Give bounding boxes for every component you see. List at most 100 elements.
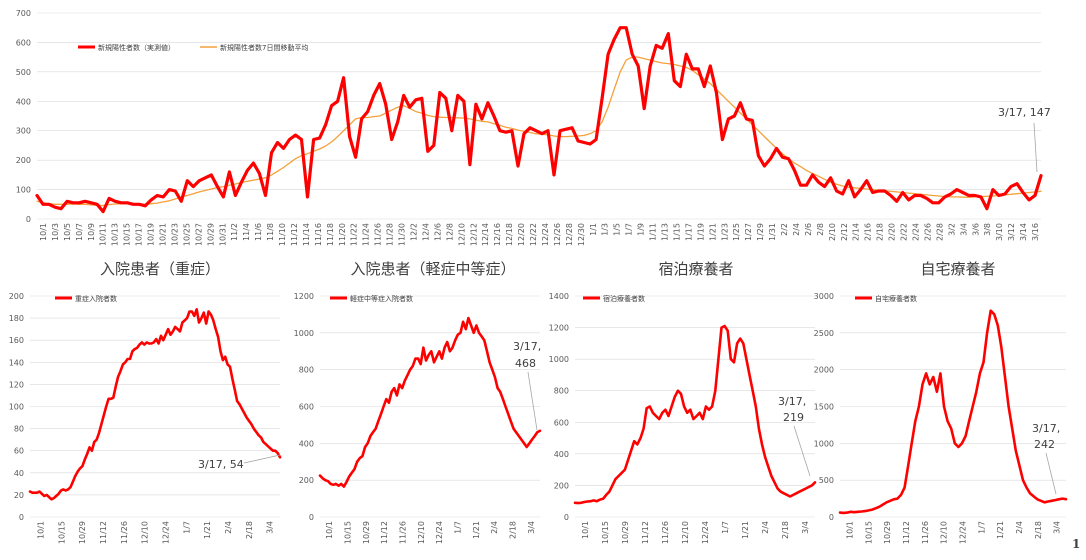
x-tick-label: 12/10 [681, 521, 690, 544]
x-tick-label: 12/14 [481, 223, 490, 246]
x-tick-label: 2/26 [923, 223, 932, 241]
hotel-annotation-value: 219 [783, 411, 804, 424]
gridlines [575, 295, 815, 518]
x-tick-label: 11/12 [380, 521, 389, 544]
x-tick-label: 1/19 [696, 223, 705, 241]
y-tick-label: 300 [16, 127, 31, 136]
gridlines [30, 295, 280, 518]
x-tick-label: 3/2 [947, 223, 956, 236]
y-tick-label: 1000 [814, 439, 834, 448]
x-tick-label: 11/4 [242, 223, 251, 241]
y-tick-label: 400 [16, 97, 31, 106]
y-tick-label: 200 [554, 481, 569, 490]
y-tick-label: 60 [14, 447, 24, 456]
x-tick-label: 10/3 [51, 223, 60, 241]
home-annotation-value: 242 [1034, 438, 1055, 451]
x-tick-label: 12/8 [445, 223, 454, 241]
x-tick-label: 12/10 [940, 521, 949, 544]
y-tick-label: 600 [554, 418, 569, 427]
x-tick-label: 11/18 [326, 223, 335, 246]
x-tick-label: 2/18 [245, 521, 254, 539]
x-tick-label: 1/7 [721, 521, 730, 534]
x-tick-label: 2/28 [935, 223, 944, 241]
x-tick-label: 1/7 [625, 223, 634, 236]
x-tick-label: 11/26 [399, 521, 408, 544]
y-tick-label: 800 [299, 366, 314, 375]
y-axis: 0 200 400 600 800 1000 1200 [294, 292, 314, 522]
x-tick-label: 11/28 [386, 223, 395, 246]
x-axis: 10/1 10/15 10/29 11/12 11/26 12/10 12/24 1/7 1/2… [325, 521, 536, 544]
x-tick-label: 1/31 [768, 223, 777, 241]
y-tick-label: 2500 [814, 329, 834, 338]
gridlines [840, 295, 1066, 518]
page-number: 1 [1072, 537, 1080, 551]
x-tick-label: 11/26 [921, 521, 930, 544]
x-tick-label: 11/2 [230, 223, 239, 241]
y-tick-label: 120 [9, 380, 24, 389]
severe-annotation-leader [243, 454, 281, 464]
home-chart: 0 500 1000 1500 2000 2500 3000 10/1 10/15 10/29 11… [814, 292, 1068, 544]
mild-annotation-leader [527, 371, 538, 431]
hotel-annotation-leader [793, 425, 811, 477]
y-axis: 0 500 1000 1500 2000 2500 3000 [814, 292, 834, 522]
x-tick-label: 1/13 [661, 223, 670, 241]
legend: 宿泊療養者数 [583, 294, 645, 303]
y-tick-label: 0 [26, 215, 31, 224]
x-tick-label: 1/1 [589, 223, 598, 236]
x-tick-label: 10/19 [147, 223, 156, 246]
x-tick-label: 2/14 [852, 223, 861, 241]
home-annotation-leader [1045, 452, 1057, 495]
x-tick-label: 10/15 [57, 521, 66, 544]
series-line [28, 307, 282, 501]
y-tick-label: 400 [554, 450, 569, 459]
x-tick-label: 3/6 [971, 223, 980, 236]
x-tick-label: 11/12 [290, 223, 299, 246]
x-tick-label: 2/8 [816, 223, 825, 236]
x-tick-label: 3/4 [266, 521, 275, 534]
x-tick-label: 10/27 [194, 223, 203, 246]
y-tick-label: 160 [9, 336, 24, 345]
x-tick-label: 2/10 [828, 223, 837, 241]
x-tick-label: 1/21 [472, 521, 481, 539]
x-axis: 10/1 10/15 10/29 11/12 11/26 12/10 12/24 1/7 1/2… [845, 521, 1061, 544]
mild-moderate-chart: 0 200 400 600 800 1000 1200 10/1 10/15 10/29 11/12… [294, 292, 542, 544]
x-tick-label: 3/14 [1019, 223, 1028, 241]
legend: 軽症中等症入院者数 [330, 294, 413, 303]
y-tick-label: 40 [14, 469, 24, 478]
legend-label: 軽症中等症入院者数 [350, 294, 413, 303]
legend-label-moving-average: 新規陽性者数7日間移動平均 [220, 43, 308, 52]
x-tick-label: 12/22 [529, 223, 538, 246]
x-tick-label: 1/29 [756, 223, 765, 241]
legend: 自宅療養者数 [855, 294, 917, 303]
x-tick-label: 10/13 [111, 223, 120, 246]
x-tick-label: 2/18 [509, 521, 518, 539]
legend-label-measured: 新規陽性者数（実測値） [98, 43, 175, 52]
y-tick-label: 100 [9, 403, 24, 412]
x-tick-label: 10/29 [78, 521, 87, 544]
y-tick-label: 200 [299, 476, 314, 485]
y-tick-label: 20 [14, 491, 24, 500]
series [573, 324, 817, 505]
main-annotation-leader [1033, 122, 1038, 173]
x-tick-label: 11/24 [362, 223, 371, 246]
y-tick-label: 500 [16, 68, 31, 77]
x-tick-label: 3/4 [959, 223, 968, 236]
y-tick-label: 800 [554, 387, 569, 396]
x-tick-label: 10/29 [206, 223, 215, 246]
x-tick-label: 11/12 [641, 521, 650, 544]
x-tick-label: 11/20 [338, 223, 347, 246]
y-tick-label: 500 [819, 476, 834, 485]
x-tick-label: 12/28 [565, 223, 574, 246]
legend-label: 宿泊療養者数 [603, 294, 645, 303]
series [838, 309, 1068, 515]
x-tick-label: 2/22 [900, 223, 909, 241]
series [318, 316, 542, 488]
x-tick-label: 1/23 [720, 223, 729, 241]
x-tick-label: 10/15 [123, 223, 132, 246]
x-tick-label: 11/12 [99, 521, 108, 544]
y-tick-label: 140 [9, 358, 24, 367]
x-tick-label: 10/1 [39, 223, 48, 241]
legend-label: 自宅療養者数 [875, 294, 917, 303]
x-axis: 10/1 10/15 10/29 11/12 11/26 12/10 12/24 1/7 1/2… [36, 521, 274, 544]
series-line [318, 316, 542, 488]
